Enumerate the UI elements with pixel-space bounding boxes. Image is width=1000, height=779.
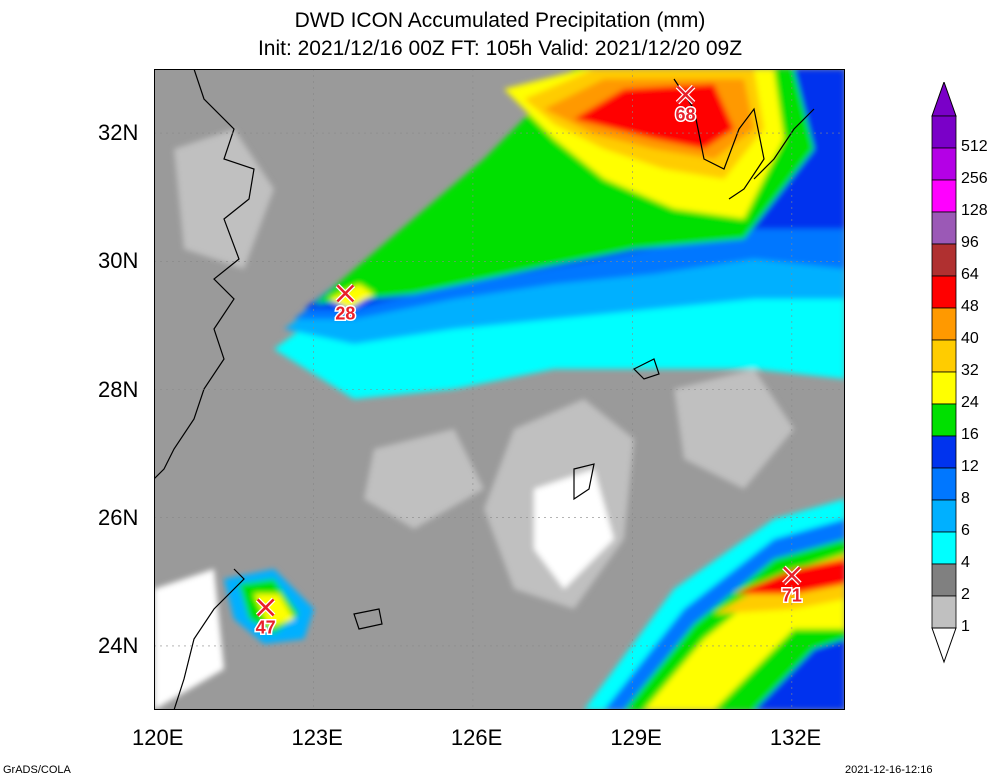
lat-tick-label: 28N: [98, 376, 139, 402]
lat-tick-label: 24N: [98, 632, 139, 658]
ishigaki-island: [353, 608, 383, 630]
colorbar-cell: [931, 499, 957, 533]
colorbar: [931, 82, 957, 664]
colorbar-label: 6: [961, 522, 970, 539]
colorbar-cell: [931, 467, 957, 501]
colorbar-label: 12: [961, 458, 979, 475]
taiwan-blob-24mm: [254, 594, 294, 627]
colorbar-cell: [931, 275, 957, 309]
colorbar-cell: [931, 339, 957, 373]
map-frame: [154, 69, 845, 710]
max-marker: 47: [254, 597, 277, 639]
amami-island: [632, 358, 660, 380]
lon-tick-label: 132E: [769, 725, 822, 750]
field-patch-6: [674, 369, 794, 489]
max-marker-value: 68: [676, 105, 696, 125]
shikoku-coastline: [753, 108, 815, 180]
field-patch-2: [534, 469, 614, 589]
colorbar-cell: [931, 435, 957, 469]
colorbar-cell: [931, 147, 957, 181]
colorbar-label: 24: [961, 394, 979, 411]
field-patch-5: [154, 569, 224, 710]
colorbar-cell: [931, 371, 957, 405]
colorbar-label: 96: [961, 234, 979, 251]
lat-tick-label: 30N: [98, 248, 139, 274]
precipitation-map: 68 28 47 71: [154, 69, 845, 710]
colorbar-label: 16: [961, 426, 979, 443]
colorbar-cell: [931, 211, 957, 245]
colorbar-cell: [931, 563, 957, 597]
colorbar-cell: [931, 531, 957, 565]
colorbar-label: 4: [961, 554, 970, 571]
colorbar-top-arrow: [931, 82, 957, 117]
lon-tick-label: 129E: [610, 725, 662, 750]
coastlines: [154, 69, 815, 710]
max-marker: 68: [674, 84, 697, 126]
colorbar-cell: [931, 115, 957, 149]
colorbar-label: 40: [961, 330, 979, 347]
max-marker: 28: [334, 283, 357, 325]
colorbar-label: 48: [961, 298, 979, 315]
colorbar-cell: [931, 307, 957, 341]
max-marker-value: 47: [256, 617, 276, 637]
band-south-12mm: [754, 639, 845, 710]
colorbar-label: 2: [961, 586, 970, 603]
max-marker: 71: [780, 565, 803, 607]
colorbar-label: 8: [961, 490, 970, 507]
colorbar-label: 1: [961, 618, 970, 635]
lat-tick-label: 26N: [98, 504, 139, 530]
colorbar-bottom-arrow: [931, 627, 957, 664]
kyushu-coastline: [673, 78, 765, 200]
max-marker-value: 28: [335, 303, 355, 323]
lon-tick-label: 123E: [291, 725, 343, 750]
colorbar-label: 128: [961, 202, 988, 219]
max-marker-value: 71: [782, 585, 802, 605]
footer-right: 2021-12-16-12:16: [845, 764, 933, 776]
max-markers: 68 28 47 71: [254, 84, 803, 639]
colorbar-cell: [931, 179, 957, 213]
field-patch-3: [364, 429, 484, 529]
colorbar-label: 32: [961, 362, 979, 379]
taiwan-coastline: [173, 568, 245, 710]
china-coastline: [154, 69, 255, 480]
okinawa-island: [573, 463, 595, 501]
field-patch-4: [174, 129, 274, 269]
gridlines: [154, 69, 845, 710]
colorbar-label: 512: [961, 138, 988, 155]
colorbar-label: 64: [961, 266, 979, 283]
colorbar-cell: [931, 595, 957, 629]
chart-title-line-2: Init: 2021/12/16 00Z FT: 105h Valid: 202…: [257, 37, 743, 60]
colorbar-cell: [931, 243, 957, 277]
lat-tick-label: 32N: [98, 120, 139, 146]
lon-tick-label: 120E: [132, 725, 184, 750]
colorbar-cell: [931, 403, 957, 437]
colorbar-label: 256: [961, 170, 988, 187]
lon-tick-label: 126E: [450, 725, 503, 750]
chart-title-line-1: DWD ICON Accumulated Precipitation (mm): [294, 9, 706, 32]
footer-left: GrADS/COLA: [3, 764, 71, 776]
